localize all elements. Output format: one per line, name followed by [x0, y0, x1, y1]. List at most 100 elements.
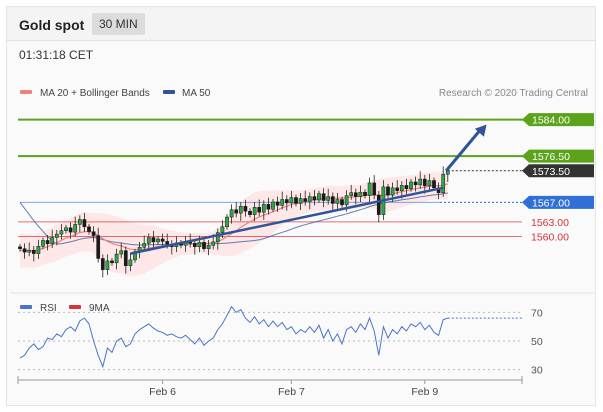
candle-body [252, 207, 257, 215]
candle [367, 177, 372, 203]
legend-ma50-swatch [163, 90, 175, 94]
rsi-panel: RSI 9MA 70 50 30 [18, 303, 543, 377]
candle [441, 166, 446, 197]
legend-rsi-swatch [20, 305, 32, 309]
legend-ma50-label: MA 50 [182, 88, 211, 99]
candle [312, 190, 317, 206]
candle-body [229, 209, 234, 218]
candle-body [110, 260, 114, 264]
candle [22, 243, 27, 259]
candle [105, 254, 110, 276]
candle-body [146, 237, 151, 244]
level-tag-pivot: 1567.00 [522, 195, 594, 209]
source-note: Research © 2020 Trading Central [439, 88, 588, 99]
rsi-legend: RSI 9MA [20, 303, 110, 314]
candle-body [312, 196, 317, 201]
candle-body [326, 196, 331, 201]
candle [363, 189, 367, 199]
candle-body [271, 201, 275, 210]
candle [123, 246, 128, 274]
candle-body [367, 182, 372, 196]
candle [215, 228, 220, 250]
candle [36, 239, 41, 259]
candle [284, 195, 289, 211]
time-tick-label: Feb 7 [278, 386, 305, 398]
candle-body [243, 206, 248, 212]
candle-body [22, 248, 27, 253]
candle-body [27, 249, 32, 253]
candle-body [317, 193, 321, 201]
candle [386, 183, 390, 199]
candle [206, 239, 211, 256]
candle [27, 242, 32, 257]
candle-body [358, 191, 363, 197]
candle-body [142, 243, 147, 248]
candle [275, 196, 280, 212]
candle [225, 214, 229, 230]
candle-body [234, 209, 239, 214]
candle [409, 179, 413, 192]
widget-header: Gold spot 30 MIN [7, 7, 595, 41]
candle [202, 239, 206, 252]
candle-body [41, 240, 45, 247]
candle [353, 188, 358, 205]
candle-body [151, 237, 156, 243]
candle-body [123, 250, 128, 267]
candle-body [105, 260, 110, 270]
candle-body [422, 178, 427, 187]
candle [87, 223, 91, 235]
candle-body [298, 198, 303, 204]
timeframe-button[interactable]: 30 MIN [92, 13, 145, 35]
candle [340, 196, 344, 208]
candle-body [441, 173, 446, 193]
candle-body [353, 192, 358, 197]
candle-body [18, 246, 22, 249]
rsi-line [19, 305, 448, 369]
candle [73, 216, 78, 237]
candle [307, 192, 312, 210]
candle-body [45, 240, 50, 245]
candle [119, 242, 124, 259]
candle-body [395, 187, 400, 191]
candle [41, 237, 45, 250]
candle [330, 192, 335, 212]
ma50-line [19, 192, 448, 246]
level-tag-support: 1563.00 [531, 217, 569, 229]
candle-body [289, 197, 294, 204]
candle [192, 239, 197, 255]
projection-arrow-line [445, 128, 482, 172]
trendline [130, 186, 444, 255]
candle-body [266, 204, 271, 210]
level-label: 1563.00 [531, 217, 569, 229]
legend-9ma-swatch [69, 305, 81, 309]
candle-body [418, 178, 423, 186]
candle-body [91, 231, 96, 236]
candle-body [280, 199, 285, 206]
time-axis: Feb 6 Feb 7 Feb 9 [17, 376, 523, 398]
candle-body [238, 206, 243, 214]
time-tick-label: Feb 9 [411, 386, 438, 398]
candle-body [215, 232, 220, 243]
candle-body [390, 187, 395, 196]
candle [77, 215, 82, 233]
candle [326, 188, 331, 205]
candle-body [64, 227, 68, 231]
candle [45, 235, 50, 251]
level-label: 1584.00 [532, 115, 570, 127]
candle-body [344, 195, 349, 206]
candle-body [404, 185, 409, 190]
candle-body [31, 249, 36, 254]
candle-body [261, 204, 266, 213]
candle [372, 175, 377, 200]
candle-body [307, 196, 312, 202]
candle [234, 201, 239, 218]
candle [156, 236, 160, 245]
candle [110, 257, 114, 266]
time-tick-label: Feb 6 [149, 386, 176, 398]
candle [151, 230, 156, 248]
level-tag-shape [522, 149, 594, 163]
candle [114, 248, 119, 270]
candle-body [206, 245, 211, 249]
timestamp: 01:31:18 CET [19, 48, 94, 62]
candle-body [225, 216, 229, 228]
